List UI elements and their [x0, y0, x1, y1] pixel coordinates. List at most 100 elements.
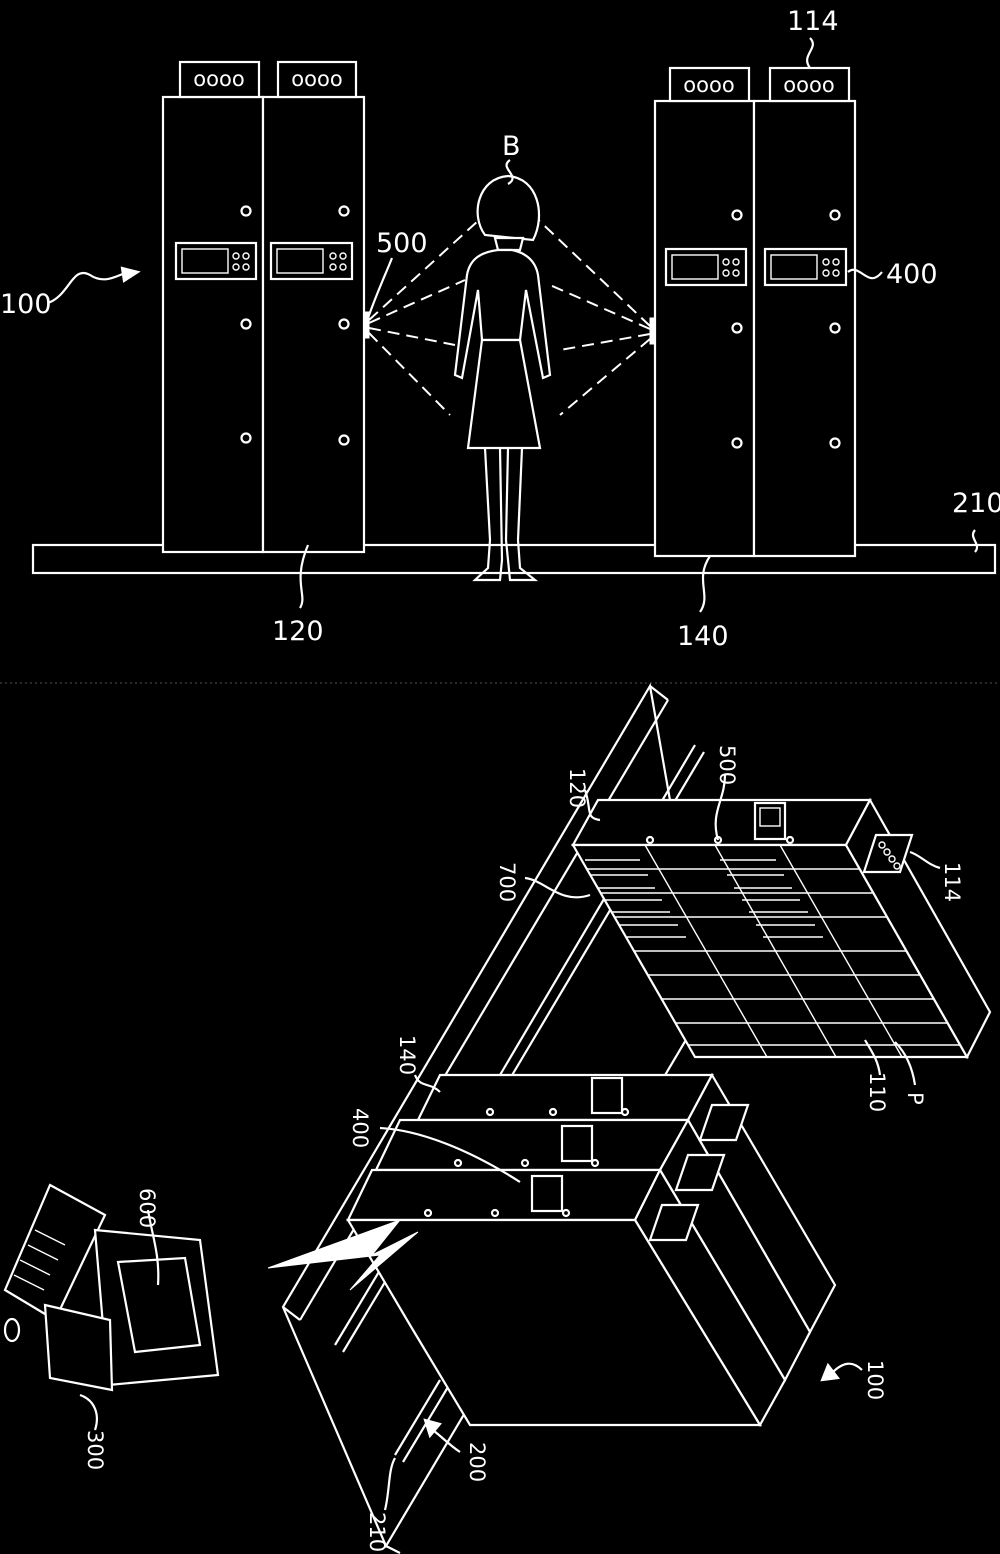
display-screen: [276, 248, 324, 274]
leader-120b: [583, 789, 601, 822]
leader-140: [699, 555, 711, 613]
person-neck: [493, 236, 525, 252]
leader-p: [894, 1041, 917, 1086]
block-b-top: [374, 1118, 690, 1172]
label-120: 120: [272, 616, 324, 647]
leader-lines-bottom: [79, 774, 941, 1511]
top-figure: oooo oooo: [0, 6, 1000, 684]
person-skirt: [466, 338, 542, 450]
leader-600: [146, 1209, 160, 1286]
leader-lines-top: [47, 37, 979, 613]
cabinet-left-2: [261, 95, 366, 554]
label-p: P: [903, 1092, 927, 1105]
rail-210-lower: [394, 1379, 441, 1456]
block-front-face: [346, 1218, 762, 1427]
label-140: 140: [677, 621, 729, 652]
wireless-signal-icon: [267, 1218, 419, 1291]
leader-110: [864, 1039, 882, 1076]
leader-140b: [413, 1074, 441, 1093]
connector-box-114-iso: [862, 833, 914, 874]
connector-a: [698, 1103, 750, 1142]
label-200: 200: [465, 1442, 489, 1482]
label-210: 210: [952, 488, 1000, 519]
leader-210b: [383, 1457, 396, 1511]
leader-400: [847, 268, 883, 280]
connector-text: oooo: [193, 67, 244, 91]
sensor-500-left: [363, 311, 370, 339]
label-120-bottom: 120: [565, 768, 589, 808]
label-114-bottom: 114: [940, 862, 964, 902]
door-handles: [240, 205, 350, 446]
handles-140: [423, 1107, 630, 1218]
detection-beams: [368, 209, 651, 416]
monitor-screen: [116, 1256, 202, 1354]
leader-500: [366, 257, 394, 319]
door-handles: [731, 209, 841, 449]
leader-210: [971, 529, 979, 553]
block-a-top: [416, 1073, 714, 1122]
label-400-bottom: 400: [348, 1108, 372, 1148]
storage-unit-120-iso: [571, 797, 992, 1060]
label-400: 400: [886, 259, 938, 290]
connector-box-left-1: [178, 60, 261, 99]
connector-box-right-2: [768, 66, 851, 103]
connector-114-dots: [878, 841, 901, 870]
connector-box-right-1: [668, 66, 751, 103]
label-210-bottom: 210: [365, 1512, 389, 1552]
keyboard-panel: [3, 1183, 107, 1322]
label-100-bottom: 100: [863, 1360, 887, 1400]
bottom-figure: 120 500 700 114 140 400 110 P 600 300 10…: [3, 682, 992, 1554]
keyboard-keys: [13, 1229, 66, 1291]
label-110: 110: [865, 1072, 889, 1112]
display-c: [530, 1174, 564, 1213]
storage-unit-140: oooo oooo: [649, 66, 857, 558]
label-114: 114: [787, 6, 839, 37]
block-c-top: [346, 1168, 662, 1222]
label-100: 100: [0, 289, 52, 320]
label-140-bottom: 140: [395, 1035, 419, 1075]
mouse: [3, 1317, 21, 1343]
display-buttons: [232, 252, 347, 271]
leader-120: [299, 544, 310, 609]
label-500-bottom: 500: [715, 745, 739, 785]
connector-b: [674, 1153, 726, 1192]
leader-300: [79, 1393, 98, 1431]
display-screen: [671, 254, 719, 280]
leader-100: [47, 270, 129, 305]
cpu-tower: [43, 1303, 114, 1392]
person-leg-left: [472, 447, 504, 582]
display-a: [590, 1076, 624, 1115]
display-buttons: [722, 258, 840, 277]
storage-unit-120: oooo oooo: [161, 60, 370, 554]
cabinet-right-1: [653, 99, 756, 558]
storage-drawers-grid: [587, 844, 960, 1058]
connector-text: oooo: [783, 73, 834, 97]
person-b: [453, 174, 552, 582]
leader-b: [505, 159, 514, 185]
display-screen: [770, 254, 818, 280]
label-500: 500: [376, 228, 428, 259]
arrow-100b: [820, 1362, 841, 1382]
label-b: B: [502, 131, 521, 162]
label-600: 600: [135, 1188, 159, 1228]
leader-400b: [379, 1126, 521, 1183]
computer-terminal: [3, 1183, 220, 1392]
connector-text: oooo: [291, 67, 342, 91]
person-leg-right: [504, 447, 539, 582]
leader-114b: [909, 850, 941, 870]
arrow-200: [423, 1418, 442, 1439]
storage-unit-140-iso: [346, 1072, 837, 1428]
connector-c: [648, 1203, 700, 1242]
person-hair: [476, 174, 541, 242]
unit-120-display-screen: [759, 807, 781, 827]
leader-700: [524, 876, 591, 899]
floor-rail: [31, 543, 997, 575]
label-700: 700: [495, 862, 519, 902]
arrow-100: [120, 266, 141, 283]
sensor-500-right: [649, 317, 656, 345]
cabinet-left-1: [161, 95, 265, 554]
leader-114: [806, 37, 814, 69]
code-700-stripes: [585, 859, 823, 938]
